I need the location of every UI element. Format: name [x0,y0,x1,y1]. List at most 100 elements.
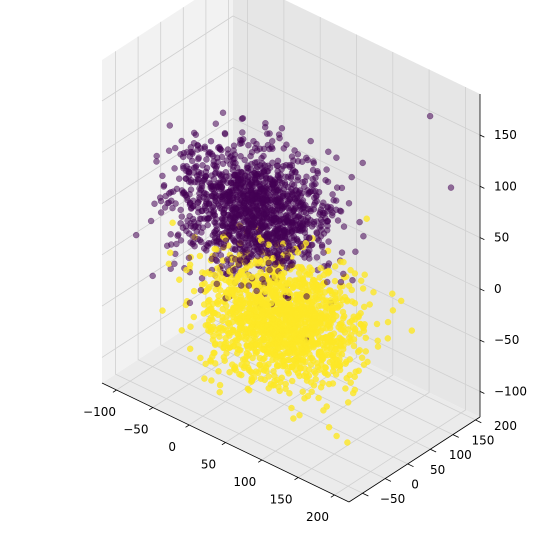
data-point-class_1 [213,246,220,253]
data-point-class_1 [253,341,260,348]
data-point-class_1 [245,387,253,394]
data-point-class_0 [236,140,244,147]
data-point-class_1 [238,334,245,341]
data-point-class_0 [195,199,202,206]
data-point-class_1 [166,249,174,256]
data-point-class_1 [363,215,370,222]
data-point-class_0 [323,278,331,286]
data-point-class_1 [329,316,337,324]
data-point-class_0 [281,202,289,209]
data-point-class_1 [327,300,334,307]
z-gridline [101,15,481,136]
data-point-class_0 [294,190,302,198]
data-point-class_0 [239,192,247,200]
data-point-class_1 [323,403,330,410]
data-point-class_0 [340,270,347,278]
data-point-class_1 [315,394,322,402]
data-point-class_1 [286,276,293,284]
data-point-class_1 [314,363,322,371]
data-point-class_0 [272,236,279,244]
data-point-class_0 [294,176,301,184]
data-point-class_0 [333,154,340,161]
data-point-class_0 [171,165,178,172]
data-point-class_0 [220,209,227,217]
data-point-class_1 [206,296,213,304]
data-point-class_0 [266,266,273,274]
data-point-class_1 [329,367,337,375]
data-point-class_0 [213,280,221,288]
data-point-class_0 [184,217,191,224]
data-point-class_0 [310,158,317,165]
data-point-class_0 [267,219,274,227]
data-point-class_0 [289,222,296,229]
data-point-class_0 [340,223,348,230]
data-point-class_0 [323,166,330,173]
x-gridline [225,34,357,443]
data-point-class_1 [321,289,329,296]
data-point-class_1 [233,275,241,282]
data-point-class_0 [248,171,256,178]
data-point-class_1 [226,322,233,330]
data-point-class_0 [253,205,261,213]
data-point-class_0 [303,173,310,181]
data-point-class_0 [190,224,197,231]
y-axis-line [348,416,481,503]
z-tick [479,288,485,292]
data-point-class_0 [193,162,200,170]
data-point-class_1 [286,341,294,348]
data-point-class_1 [319,325,327,332]
data-point-class_0 [171,260,178,268]
data-point-class_0 [240,199,248,207]
data-point-class_1 [301,268,308,275]
data-point-class_0 [230,203,237,210]
data-point-class_0 [177,220,184,227]
data-point-class_0 [217,240,224,247]
data-point-class_0 [345,200,353,207]
data-point-class_1 [275,344,282,352]
data-point-class_1 [327,339,335,346]
data-point-class_1 [331,263,339,270]
data-point-class_0 [329,191,336,198]
data-point-class_0 [223,157,231,164]
data-point-class_1 [302,325,309,333]
data-point-class_1 [397,297,405,305]
data-point-class_0 [261,123,269,131]
data-point-class_1 [362,334,370,342]
data-point-class_1 [351,270,359,277]
data-point-class_1 [211,360,219,367]
data-point-class_0 [149,272,156,280]
data-point-class_0 [261,205,268,212]
data-point-class_1 [319,335,327,342]
data-point-class_0 [206,149,214,156]
y-gridline [115,51,363,494]
data-point-class_0 [298,158,306,165]
data-point-class_0 [324,218,331,225]
data-point-class_0 [248,253,255,260]
z-tick-label: 150 [494,128,517,142]
data-point-class_1 [389,290,396,297]
data-point-class_1 [273,363,281,370]
data-point-class_1 [216,388,223,396]
data-point-class_0 [212,219,219,227]
data-point-class_0 [254,252,261,260]
data-point-class_1 [384,335,392,342]
data-point-class_0 [282,173,289,181]
data-point-class_0 [224,220,232,227]
data-point-class_0 [310,206,318,213]
data-point-class_0 [301,183,308,191]
data-point-class_0 [247,152,254,160]
data-point-class_0 [172,200,179,207]
data-point-class_1 [270,331,277,339]
data-point-class_1 [278,374,286,382]
data-point-class_1 [293,277,300,284]
data-point-class_0 [226,231,233,239]
data-point-class_1 [274,279,281,286]
data-point-class_1 [342,385,349,392]
data-point-class_0 [243,232,250,239]
data-point-class_1 [313,312,320,320]
data-point-class_1 [321,369,329,377]
data-point-class_1 [346,319,354,326]
data-point-class_1 [269,382,277,389]
y-tick [407,463,414,468]
